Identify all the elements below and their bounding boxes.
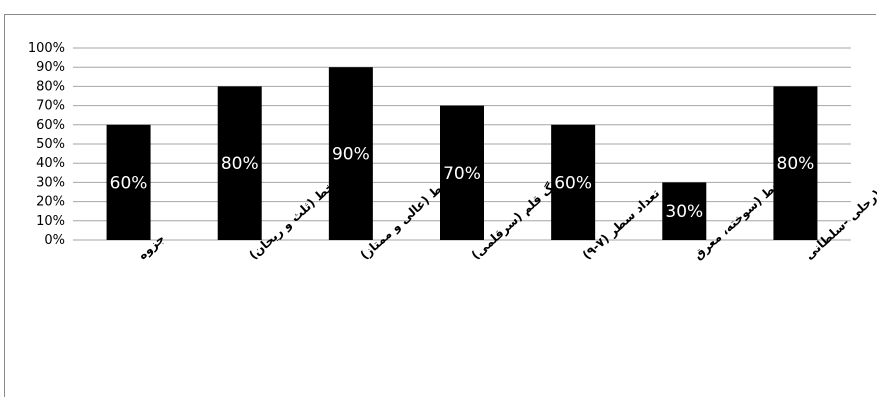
data-label: 60% bbox=[110, 173, 148, 193]
y-tick-label: 80% bbox=[36, 79, 65, 94]
data-label: 90% bbox=[332, 145, 370, 165]
data-label: 80% bbox=[221, 154, 259, 174]
bar bbox=[662, 182, 707, 240]
y-tick-label: 30% bbox=[36, 175, 65, 190]
bar bbox=[440, 105, 484, 240]
bar bbox=[773, 86, 818, 241]
bar bbox=[551, 124, 596, 240]
y-tick-label: 70% bbox=[36, 99, 65, 114]
bar bbox=[106, 124, 151, 240]
chart-frame: 0% 10% 20% 30% 40% 50% 60% 70% 80% 90% 100% 60% جزوه… bbox=[4, 14, 877, 397]
data-label: 30% bbox=[665, 202, 703, 222]
y-tick-label: 20% bbox=[36, 195, 65, 210]
y-tick-label: 10% bbox=[36, 214, 65, 229]
y-tick-label: 90% bbox=[36, 60, 65, 75]
y-tick-label: 40% bbox=[36, 156, 65, 171]
data-label: 70% bbox=[443, 164, 481, 184]
data-label: 60% bbox=[554, 173, 592, 193]
y-tick-label: 50% bbox=[36, 137, 65, 152]
bar-chart: 0%10%20%30%40%50%60%70%80%90%100%60%جزوه… bbox=[28, 41, 877, 263]
data-label: 80% bbox=[777, 154, 815, 174]
y-tick-label: 60% bbox=[36, 118, 65, 133]
y-tick-label: 0% bbox=[44, 233, 65, 248]
bar bbox=[328, 67, 373, 240]
y-tick-label: 100% bbox=[28, 41, 65, 56]
bar bbox=[217, 86, 262, 241]
